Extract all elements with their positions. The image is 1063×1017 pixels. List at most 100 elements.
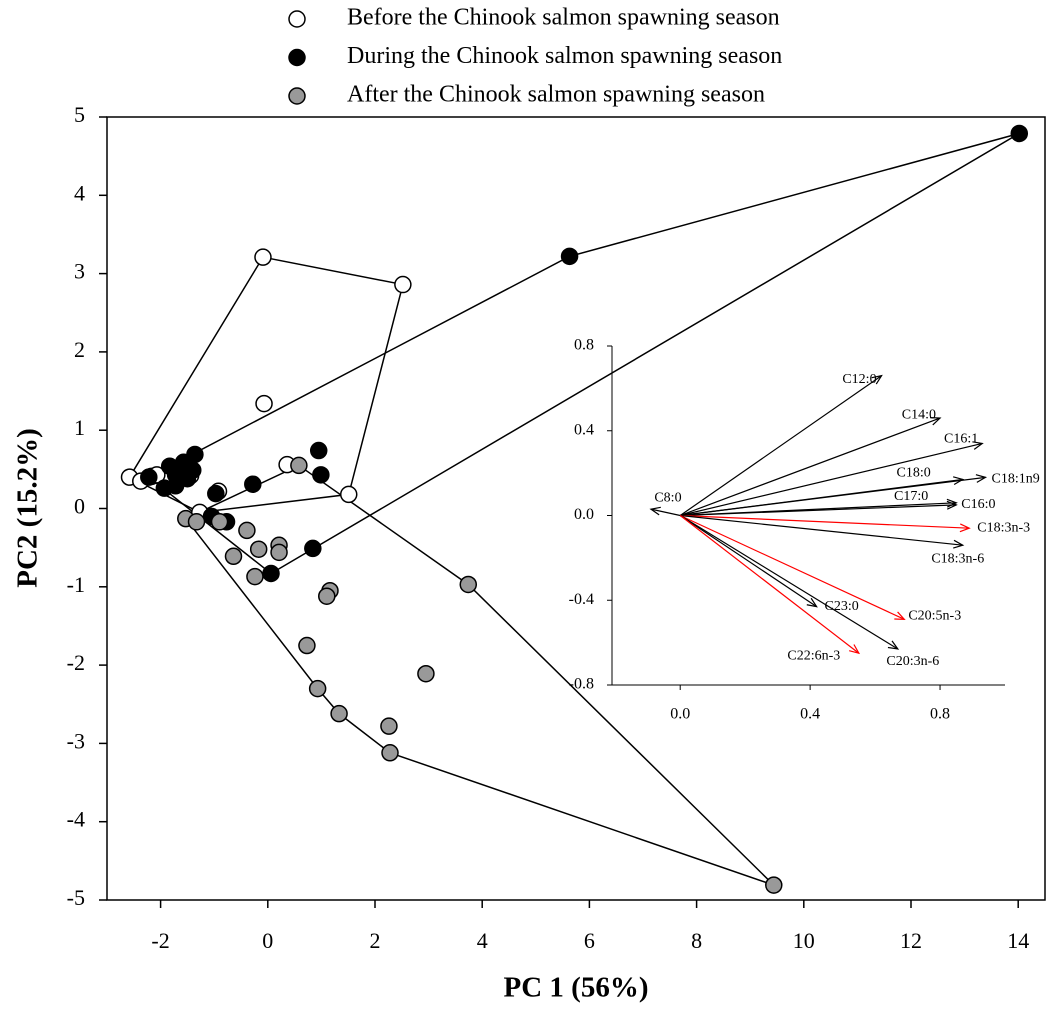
point bbox=[210, 513, 229, 531]
point bbox=[309, 441, 328, 460]
y-axis-label: PC2 (15.2%) bbox=[12, 428, 44, 587]
legend-marker bbox=[288, 10, 306, 28]
point bbox=[304, 539, 322, 558]
point bbox=[255, 394, 273, 413]
loading-label: C16:1 bbox=[944, 432, 978, 447]
arrow-head bbox=[849, 644, 861, 655]
arrow-head bbox=[894, 611, 906, 620]
point bbox=[417, 664, 435, 683]
point bbox=[262, 564, 280, 583]
arrow-head bbox=[930, 417, 942, 426]
y-tick-label: -4 bbox=[67, 807, 85, 832]
loading-label: C18:0 bbox=[897, 466, 931, 481]
arrow-head bbox=[959, 523, 971, 533]
x-tick-label: 4 bbox=[477, 928, 488, 953]
arrow-head bbox=[975, 474, 988, 483]
y-tick-label: 3 bbox=[74, 259, 85, 284]
loading-arrow bbox=[650, 508, 681, 517]
inset-y-tick-label: -0.8 bbox=[569, 676, 594, 693]
point bbox=[290, 456, 308, 475]
x-tick-label: 10 bbox=[793, 928, 815, 953]
legend-marker bbox=[288, 48, 306, 67]
point bbox=[270, 543, 288, 562]
inset-y-tick-label: -0.4 bbox=[569, 591, 594, 608]
x-tick-label: 14 bbox=[1007, 928, 1029, 953]
x-tick-label: 6 bbox=[584, 928, 595, 953]
loading-label: C18:3n-6 bbox=[931, 551, 984, 566]
inset-y-tick-label: 0.4 bbox=[574, 421, 594, 438]
loading-arrow bbox=[680, 514, 963, 546]
loading-label: C16:0 bbox=[961, 497, 995, 512]
y-tick-label: 4 bbox=[74, 180, 85, 205]
loading-label: C14:0 bbox=[902, 407, 936, 422]
loading-label: C8:0 bbox=[654, 490, 681, 505]
loading-label: C12:0 bbox=[842, 372, 876, 387]
y-tick-label: 0 bbox=[74, 494, 85, 519]
loading-arrow bbox=[680, 504, 957, 517]
loading-label: C20:3n-6 bbox=[886, 654, 939, 669]
point bbox=[312, 466, 330, 484]
legend-label: During the Chinook salmon spawning seaso… bbox=[347, 43, 782, 69]
x-tick-label: -2 bbox=[151, 928, 169, 953]
loading-arrow bbox=[679, 515, 860, 654]
point bbox=[1010, 124, 1029, 143]
point bbox=[318, 587, 336, 605]
loading-arrow bbox=[679, 375, 882, 516]
x-tick-label: 12 bbox=[900, 928, 922, 953]
loading-arrow bbox=[679, 515, 817, 608]
point bbox=[166, 477, 185, 495]
inset-x-tick-label: 0.0 bbox=[670, 706, 690, 723]
arrow-head bbox=[806, 597, 818, 608]
loading-label: C22:6n-3 bbox=[787, 648, 840, 663]
inset-y-tick-label: 0.0 bbox=[574, 506, 594, 523]
loading-label: C20:5n-3 bbox=[908, 609, 961, 624]
loading-arrow bbox=[679, 514, 905, 620]
x-axis-label: PC 1 (56%) bbox=[504, 972, 649, 1004]
point bbox=[560, 247, 579, 266]
arrow-head bbox=[887, 640, 900, 650]
loading-arrow bbox=[679, 514, 899, 650]
y-tick-label: 1 bbox=[74, 415, 85, 440]
x-tick-label: 2 bbox=[370, 928, 381, 953]
x-tick-label: 8 bbox=[691, 928, 702, 953]
y-tick-label: -5 bbox=[67, 885, 85, 910]
point bbox=[459, 575, 478, 594]
loading-label: C23:0 bbox=[825, 599, 859, 614]
y-tick-label: 5 bbox=[74, 102, 85, 127]
point bbox=[244, 475, 262, 493]
legend-label: After the Chinook salmon spawning season bbox=[347, 82, 765, 108]
arrow-head bbox=[649, 506, 661, 516]
legend-marker bbox=[288, 87, 306, 105]
point bbox=[140, 468, 158, 486]
point bbox=[765, 876, 783, 894]
loading-label: C17:0 bbox=[894, 489, 928, 504]
y-tick-label: -2 bbox=[67, 650, 85, 675]
point bbox=[184, 461, 202, 479]
arrow-head bbox=[946, 500, 958, 510]
loading-label: C18:3n-3 bbox=[977, 520, 1030, 535]
point bbox=[238, 521, 256, 540]
point bbox=[394, 275, 412, 294]
arrow-head bbox=[871, 374, 883, 385]
point bbox=[298, 636, 316, 655]
point bbox=[381, 744, 399, 762]
point bbox=[207, 484, 225, 503]
y-tick-label: -1 bbox=[67, 572, 85, 597]
point bbox=[330, 704, 348, 723]
point bbox=[246, 567, 264, 586]
inset-y-tick-label: 0.8 bbox=[574, 337, 594, 354]
inset-x-tick-label: 0.4 bbox=[800, 706, 820, 723]
point bbox=[249, 540, 268, 558]
loading-arrow bbox=[680, 442, 983, 517]
point bbox=[254, 248, 272, 266]
arrow-head bbox=[953, 539, 965, 549]
legend-label: Before the Chinook salmon spawning seaso… bbox=[347, 5, 780, 31]
point bbox=[187, 513, 206, 531]
loading-arrow bbox=[680, 514, 970, 529]
inset-x-tick-label: 0.8 bbox=[930, 706, 950, 723]
point bbox=[380, 717, 398, 735]
point bbox=[308, 679, 327, 698]
hull bbox=[184, 464, 775, 886]
x-tick-label: 0 bbox=[262, 928, 273, 953]
